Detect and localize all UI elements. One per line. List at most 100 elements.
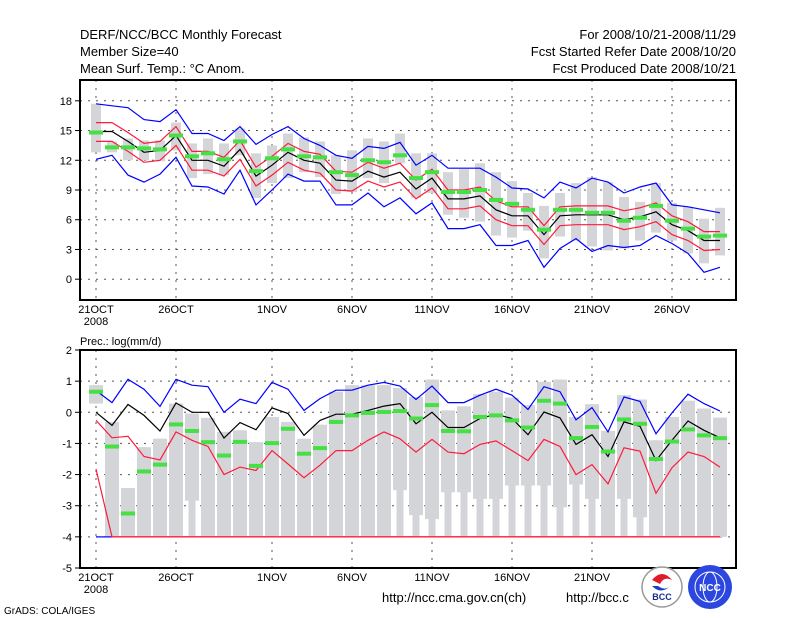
marker	[281, 426, 295, 431]
spread-bar	[153, 438, 167, 537]
bcc-url[interactable]: http://bcc.c	[566, 590, 629, 605]
plot-frame	[79, 79, 737, 301]
header-title: DERF/NCC/BCC Monthly Forecast	[80, 27, 282, 42]
y-tick-label: -1	[62, 438, 72, 450]
marker	[617, 417, 631, 422]
spread-bar	[537, 381, 551, 486]
marker	[601, 449, 615, 454]
spread-bar	[217, 431, 231, 537]
x-tick-label: 21NOV	[574, 572, 611, 584]
spread-bar	[185, 413, 199, 501]
marker	[505, 418, 519, 423]
spread-bar	[267, 145, 277, 184]
spread-bar	[475, 163, 485, 222]
marker	[457, 429, 471, 434]
y-tick-label: 3	[66, 244, 72, 256]
ncc-logo: NCC	[688, 565, 732, 609]
marker	[217, 157, 231, 162]
series-line-max	[95, 103, 721, 214]
x-tick-sublabel: 2008	[84, 316, 108, 328]
marker	[297, 451, 311, 456]
x-tick-label: 21NOV	[574, 304, 611, 316]
x-tick-label: 6NOV	[337, 572, 368, 584]
marker	[681, 226, 695, 231]
marker	[489, 413, 503, 418]
y-tick-label: 12	[60, 155, 72, 167]
spread-bar	[329, 391, 343, 537]
marker	[345, 173, 359, 178]
marker	[233, 439, 247, 444]
ncc-logo-text: NCC	[699, 583, 721, 594]
marker	[457, 189, 471, 194]
marker	[361, 158, 375, 163]
x-tick-label: 6NOV	[337, 304, 368, 316]
spread-bar	[553, 379, 567, 508]
spread-bar	[457, 406, 471, 493]
marker	[649, 203, 663, 208]
spread-bar	[665, 416, 679, 537]
marker	[649, 457, 663, 461]
spread-bar	[585, 404, 599, 499]
marker	[697, 433, 711, 438]
marker	[393, 409, 407, 414]
marker	[265, 441, 279, 446]
spread-bar	[297, 438, 311, 537]
spread-bar	[473, 394, 487, 499]
ncc-url[interactable]: http://ncc.cma.gov.cn(ch)	[382, 590, 526, 605]
header-period: For 2008/10/21-2008/11/29	[579, 27, 736, 42]
x-tick-label: 21OCT	[78, 304, 114, 316]
marker	[585, 424, 599, 429]
marker	[665, 218, 679, 223]
marker	[441, 428, 455, 433]
header-variable: Mean Surf. Temp.: °C Anom.	[80, 61, 245, 76]
marker	[409, 176, 423, 181]
y-tick-label: 0	[66, 407, 72, 419]
marker	[313, 446, 327, 451]
marker	[153, 462, 167, 467]
y-tick-label: 15	[60, 126, 72, 138]
spread-bar	[265, 416, 279, 537]
marker	[473, 414, 487, 419]
spread-bar	[617, 395, 631, 499]
y-tick-label: 2	[66, 345, 72, 357]
series-line-mean	[95, 402, 721, 462]
marker	[249, 169, 263, 174]
y-tick-label: 6	[66, 215, 72, 227]
marker	[233, 139, 247, 144]
marker	[473, 188, 487, 192]
marker	[121, 145, 135, 150]
marker	[137, 146, 151, 151]
marker	[601, 210, 615, 215]
precip-chart-title: Prec.: log(mm/d)	[80, 336, 161, 348]
spread-bar	[603, 182, 613, 251]
marker	[329, 419, 343, 424]
marker	[361, 410, 375, 415]
series-line-min	[95, 154, 721, 273]
y-tick-label: 1	[66, 376, 72, 388]
plot-frame	[79, 349, 737, 569]
marker	[585, 210, 599, 215]
marker	[489, 197, 503, 202]
grads-credit: GrADS: COLA/IGES	[4, 606, 95, 617]
marker	[201, 151, 215, 156]
marker	[169, 133, 183, 138]
marker	[137, 469, 151, 474]
marker	[665, 439, 679, 444]
marker	[377, 160, 391, 165]
spread-bar	[395, 133, 405, 164]
spread-bar	[201, 417, 215, 537]
marker	[281, 147, 295, 152]
marker	[505, 201, 519, 206]
marker	[393, 153, 407, 158]
bcc-logo-text: BCC	[652, 592, 672, 602]
series-line-upper	[96, 121, 720, 233]
x-tick-label: 16NOV	[494, 304, 531, 316]
spread-bar	[539, 205, 549, 259]
marker	[153, 147, 167, 152]
spread-bar	[203, 138, 213, 175]
marker	[249, 463, 263, 468]
marker	[329, 170, 343, 175]
spread-bar	[697, 408, 711, 537]
